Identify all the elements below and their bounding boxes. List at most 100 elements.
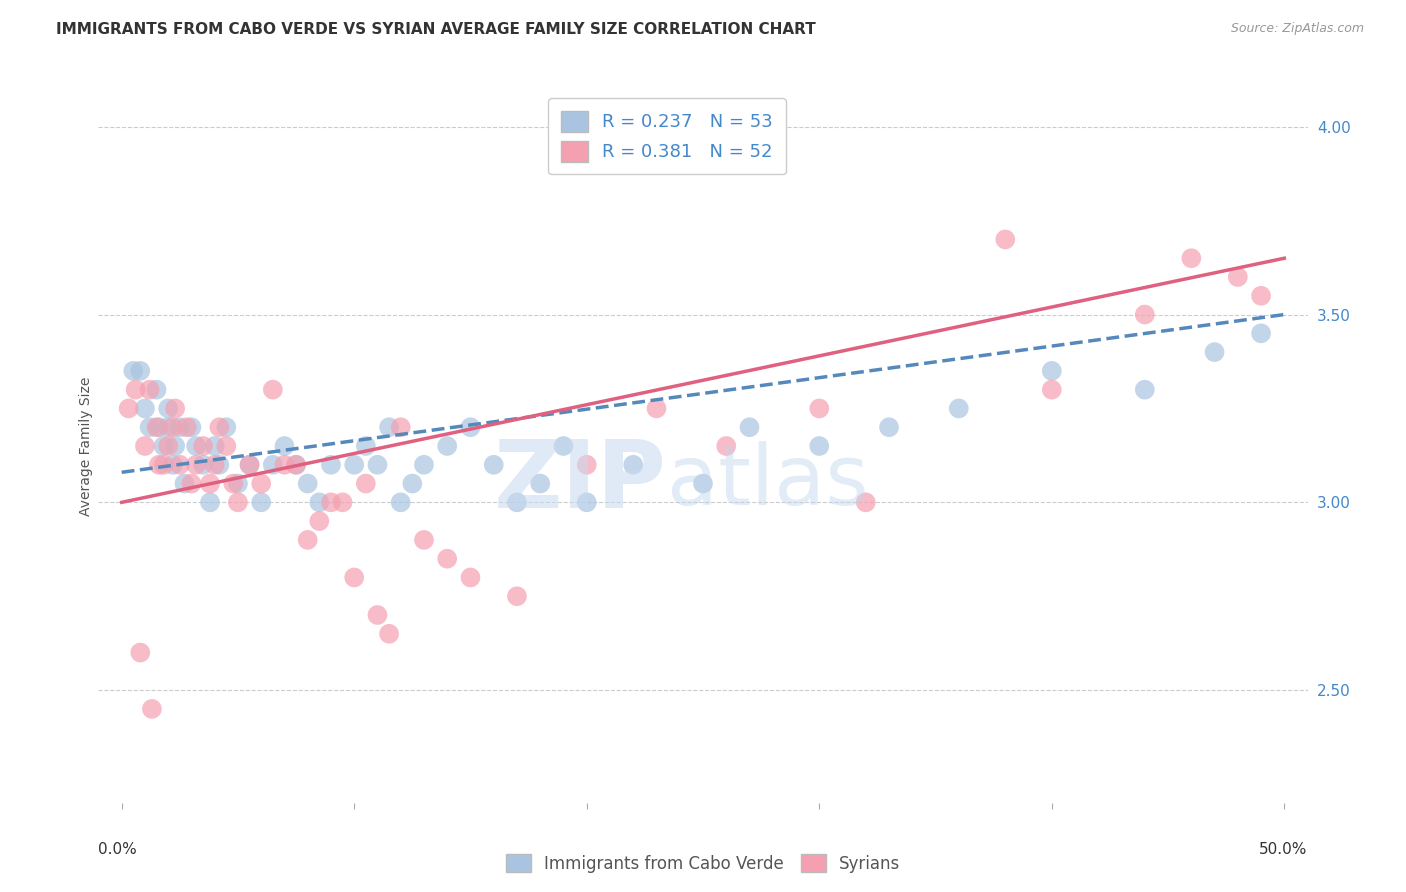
Legend: R = 0.237   N = 53, R = 0.381   N = 52: R = 0.237 N = 53, R = 0.381 N = 52 bbox=[548, 98, 786, 174]
Point bbox=[273, 439, 295, 453]
Point bbox=[122, 364, 145, 378]
Point bbox=[157, 439, 180, 453]
Point bbox=[173, 476, 195, 491]
Point bbox=[366, 607, 388, 622]
Point bbox=[460, 420, 482, 434]
Point bbox=[621, 458, 644, 472]
Text: atlas: atlas bbox=[666, 442, 869, 522]
Point bbox=[482, 458, 505, 472]
Point bbox=[529, 476, 551, 491]
Point bbox=[138, 420, 160, 434]
Point bbox=[1040, 383, 1063, 397]
Point bbox=[129, 364, 152, 378]
Point bbox=[808, 401, 831, 416]
Point bbox=[165, 401, 187, 416]
Point bbox=[180, 420, 202, 434]
Point bbox=[184, 439, 207, 453]
Point bbox=[366, 458, 388, 472]
Point bbox=[1250, 326, 1272, 341]
Point bbox=[208, 420, 231, 434]
Point bbox=[343, 458, 366, 472]
Point bbox=[148, 420, 170, 434]
Point bbox=[239, 458, 262, 472]
Point bbox=[1133, 383, 1156, 397]
Point bbox=[129, 646, 152, 660]
Point bbox=[273, 458, 295, 472]
Point bbox=[134, 401, 156, 416]
Point bbox=[169, 420, 191, 434]
Text: ZIP: ZIP bbox=[494, 435, 666, 528]
Point bbox=[262, 383, 284, 397]
Point bbox=[152, 439, 174, 453]
Point bbox=[948, 401, 970, 416]
Point bbox=[436, 439, 458, 453]
Point bbox=[262, 458, 284, 472]
Point bbox=[118, 401, 141, 416]
Point bbox=[332, 495, 354, 509]
Point bbox=[401, 476, 423, 491]
Point bbox=[215, 439, 238, 453]
Point bbox=[226, 495, 249, 509]
Point bbox=[354, 439, 377, 453]
Point bbox=[994, 232, 1017, 246]
Point bbox=[738, 420, 761, 434]
Point bbox=[413, 533, 436, 547]
Point bbox=[1250, 289, 1272, 303]
Point bbox=[124, 383, 146, 397]
Point bbox=[134, 439, 156, 453]
Point bbox=[378, 420, 401, 434]
Point bbox=[389, 495, 412, 509]
Point bbox=[198, 495, 221, 509]
Point bbox=[855, 495, 877, 509]
Point bbox=[575, 458, 598, 472]
Point bbox=[553, 439, 575, 453]
Point bbox=[506, 589, 529, 603]
Point bbox=[148, 458, 170, 472]
Point bbox=[169, 458, 191, 472]
Text: 50.0%: 50.0% bbox=[1260, 842, 1308, 857]
Point bbox=[645, 401, 668, 416]
Point bbox=[343, 570, 366, 584]
Point bbox=[250, 476, 273, 491]
Point bbox=[319, 495, 342, 509]
Point bbox=[808, 439, 831, 453]
Point bbox=[138, 383, 160, 397]
Point bbox=[716, 439, 738, 453]
Point bbox=[215, 420, 238, 434]
Point bbox=[141, 702, 163, 716]
Point bbox=[378, 627, 401, 641]
Point bbox=[506, 495, 529, 509]
Point bbox=[285, 458, 308, 472]
Point bbox=[575, 495, 598, 509]
Point bbox=[208, 458, 231, 472]
Point bbox=[877, 420, 900, 434]
Point bbox=[1040, 364, 1063, 378]
Point bbox=[285, 458, 308, 472]
Text: Source: ZipAtlas.com: Source: ZipAtlas.com bbox=[1230, 22, 1364, 36]
Point bbox=[191, 458, 214, 472]
Point bbox=[1204, 345, 1226, 359]
Text: IMMIGRANTS FROM CABO VERDE VS SYRIAN AVERAGE FAMILY SIZE CORRELATION CHART: IMMIGRANTS FROM CABO VERDE VS SYRIAN AVE… bbox=[56, 22, 815, 37]
Point bbox=[436, 551, 458, 566]
Point bbox=[239, 458, 262, 472]
Point bbox=[157, 401, 180, 416]
Point bbox=[1226, 270, 1249, 285]
Point bbox=[308, 514, 330, 528]
Point bbox=[176, 420, 198, 434]
Point bbox=[204, 439, 226, 453]
Point bbox=[389, 420, 412, 434]
Point bbox=[198, 476, 221, 491]
Point bbox=[184, 458, 207, 472]
Point bbox=[413, 458, 436, 472]
Point bbox=[222, 476, 245, 491]
Point bbox=[145, 420, 167, 434]
Point bbox=[460, 570, 482, 584]
Point bbox=[1133, 308, 1156, 322]
Point bbox=[152, 458, 174, 472]
Point bbox=[692, 476, 714, 491]
Point bbox=[162, 420, 184, 434]
Point bbox=[297, 533, 319, 547]
Point bbox=[226, 476, 249, 491]
Point bbox=[145, 383, 167, 397]
Point bbox=[204, 458, 226, 472]
